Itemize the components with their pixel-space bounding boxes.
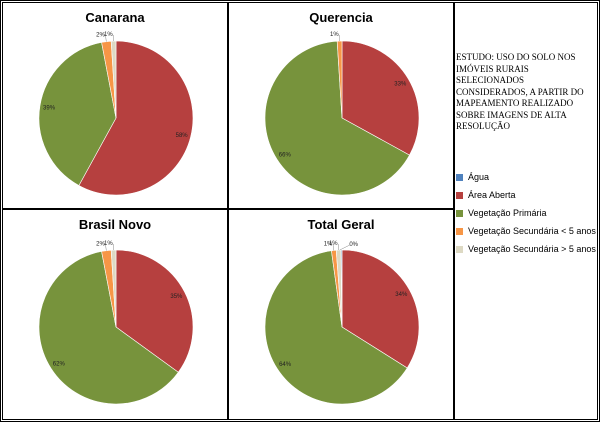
legend-item: Vegetação Secundária > 5 anos (456, 240, 596, 258)
legend-label: Vegetação Primária (468, 208, 547, 218)
pie-slice (340, 249, 343, 328)
label-leader-line (332, 244, 335, 251)
slice-label: 0% (349, 242, 358, 248)
legend-swatch (456, 245, 463, 253)
pie-slice (38, 42, 117, 186)
slice-label: 64% (279, 362, 292, 368)
slice-label: 62% (53, 361, 66, 367)
legend-swatch (456, 191, 463, 199)
legend-label: Área Aberta (468, 190, 516, 200)
chart-title: Querencia (309, 10, 373, 25)
pie-slice (341, 40, 420, 156)
chart-panel-querencia: Querencia 33% 66% 1% (228, 2, 454, 209)
legend-item: Área Aberta (456, 186, 596, 204)
slice-label: 1% (104, 32, 113, 38)
pie-chart-querencia: 33% 66% 1% (264, 32, 420, 196)
chart-panel-canarana: Canarana 58% 39% 2% 1% (2, 2, 228, 209)
slice-label: 1% (330, 32, 339, 38)
chart-panel-total-geral: Total Geral 34% 64% 1% 1% 0% (228, 209, 454, 420)
slice-label: 1% (329, 241, 338, 247)
slice-label: 35% (170, 294, 183, 300)
slice-label: 1% (104, 241, 113, 247)
legend-label: Vegetação Secundária > 5 anos (468, 244, 596, 254)
legend-swatch (456, 173, 463, 181)
label-leader-line (105, 35, 107, 42)
legend-item: Vegetação Secundária < 5 anos (456, 222, 596, 240)
chart-panel-brasil-novo: Brasil Novo 35% 62% 2% 1% (2, 209, 228, 420)
legend-label: Vegetação Secundária < 5 anos (468, 226, 596, 236)
label-leader-line (339, 244, 350, 251)
legend-swatch (456, 227, 463, 235)
pie-slice (38, 251, 179, 405)
slice-label: 1% (324, 241, 333, 247)
pie-slice (341, 249, 420, 369)
legend-item: Água (456, 168, 596, 186)
slice-label: 34% (395, 292, 408, 298)
slice-label: 39% (43, 105, 56, 111)
slice-label: 33% (394, 82, 407, 88)
pie-slice (78, 40, 194, 196)
pie-chart-brasil-novo: 35% 62% 2% 1% (38, 241, 194, 405)
chart-title: Total Geral (307, 217, 375, 232)
pie-slice (115, 249, 194, 373)
label-leader-line (105, 244, 107, 251)
legend-item: Vegetação Primária (456, 204, 596, 222)
legend-label: Água (468, 172, 490, 182)
slice-label: 2% (96, 33, 105, 39)
legend-panel (454, 2, 598, 420)
pie-chart-canarana: 58% 39% 2% 1% (38, 32, 194, 196)
slice-label: 58% (176, 133, 189, 139)
chart-title: Canarana (85, 10, 145, 25)
chart-legend: Água Área Aberta Vegetação Primária Vegetaç… (456, 168, 596, 258)
slice-label: 66% (279, 152, 292, 158)
pie-slice (264, 250, 408, 405)
study-description: ESTUDO: USO DO SOLO NOS IMÓVEIS RURAIS S… (456, 52, 584, 131)
pie-slice (264, 40, 410, 196)
pie-chart-total-geral: 34% 64% 1%1% 0% (264, 241, 420, 405)
slice-label: 2% (96, 242, 105, 248)
chart-title: Brasil Novo (78, 217, 152, 232)
legend-swatch (456, 209, 463, 217)
